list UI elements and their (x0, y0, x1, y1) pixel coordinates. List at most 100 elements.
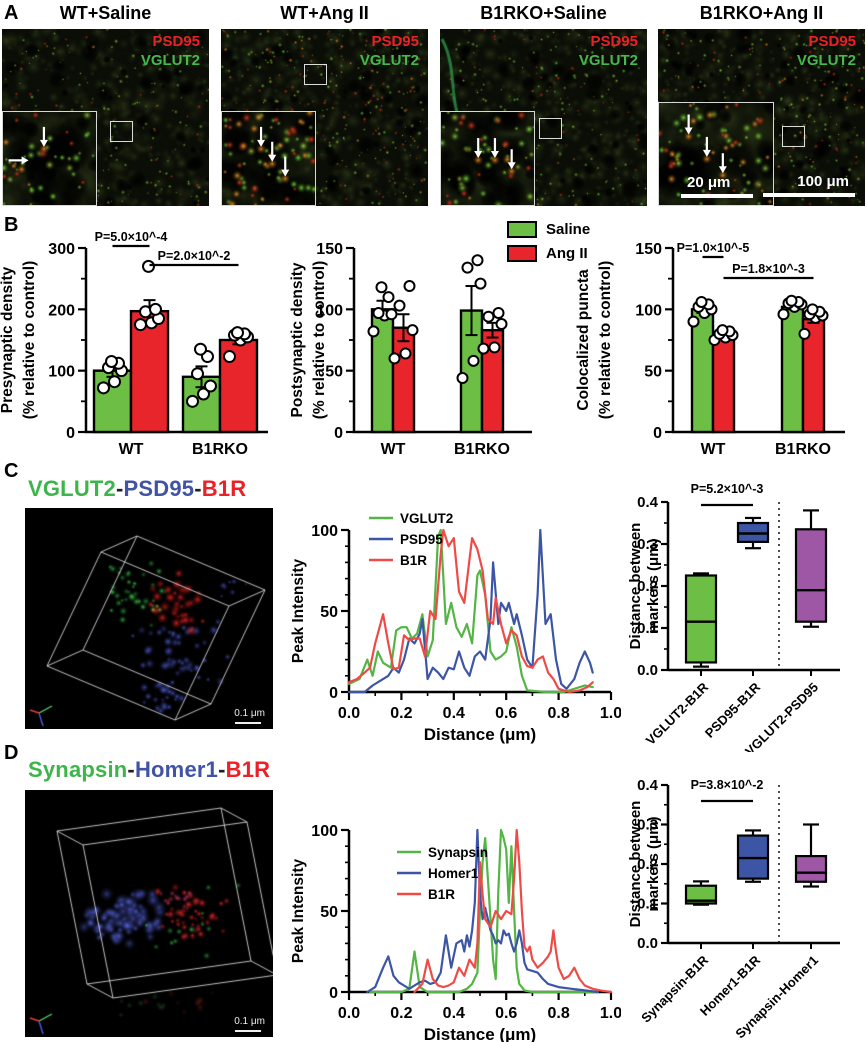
title-part: VGLUT2 (28, 476, 116, 501)
data-point (406, 324, 419, 337)
data-point (806, 303, 819, 316)
microscopy-image-wt-angii: PSD95 VGLUT2 (221, 29, 428, 206)
legend-label: VGLUT2 (400, 511, 453, 526)
data-point (477, 342, 490, 355)
y-tick-label: 300 (48, 241, 75, 258)
inset-magnified-view (440, 111, 535, 206)
box-VGLUT2-B1R (684, 574, 718, 664)
p-value-label: P=5.2×10^-3 (691, 482, 764, 496)
bar-Saline-WT (690, 308, 715, 434)
legend-label: Homer1 (428, 866, 479, 881)
psd95-marker-label: PSD95 (808, 33, 856, 50)
line-series-VGLUT2 (347, 528, 594, 694)
roi-box (303, 64, 327, 86)
arrow-icon (257, 126, 266, 147)
inset-scalebar-label: 20 μm (687, 174, 731, 191)
title-part: - (127, 757, 135, 782)
data-point (223, 350, 236, 364)
x-category-label: PSD95-B1R (702, 679, 764, 741)
title-part: B1R (201, 476, 247, 501)
vglut2-marker-label: VGLUT2 (796, 52, 856, 69)
y-tick-label: 0.2 (637, 578, 658, 595)
arrow-icon (281, 156, 290, 177)
legend-item-angii: Ang II (507, 245, 590, 262)
inset-magnified-view (221, 111, 316, 206)
y-tick-label: 0.0 (637, 935, 658, 952)
3d-reconstruction-synapsin-homer1-b1r: 0.1 μm (25, 790, 273, 1037)
data-point (385, 308, 398, 321)
scalebar-3d-c (235, 722, 261, 724)
p-value-label: P=1.0×10^-5 (677, 241, 750, 255)
title-part: - (194, 476, 202, 501)
data-point (492, 307, 505, 320)
title-part: Synapsin (28, 757, 128, 782)
vglut2-marker-label: VGLUT2 (140, 52, 200, 69)
x-tick-label: 0.8 (547, 1005, 569, 1022)
data-point (197, 387, 210, 401)
data-point (785, 294, 798, 307)
y-tick-label: 0.3 (637, 536, 658, 553)
x-axis-title: Distance (μm) (424, 1025, 536, 1042)
x-category-label: WT (701, 441, 726, 458)
data-point (149, 302, 162, 316)
bar-Ang II-WT (711, 335, 736, 434)
bar-Ang II-WT (129, 309, 170, 434)
inset-canvas (222, 112, 315, 205)
data-point (231, 326, 244, 340)
line-series-Synapsin (368, 828, 599, 994)
y-tick-label: 0.1 (637, 620, 658, 637)
x-tick-label: 1.0 (600, 705, 621, 722)
y-tick-label: 0 (329, 685, 338, 702)
legend-item-saline: Saline (507, 221, 590, 238)
arrow-icon (474, 138, 483, 159)
y-axis-title: markers (μm) (645, 816, 662, 911)
panel-a-label: A (4, 2, 19, 24)
angii-label: Ang II (546, 245, 588, 262)
intensity-profile-chart-d: 0 50 100 0.0 0.2 0.4 0.6 0.8 1.0 Peak Intensity Di… (290, 823, 621, 1042)
x-tick-label: 0.6 (495, 705, 517, 722)
arrow-icon (507, 149, 516, 170)
inset-arrows (474, 138, 516, 170)
3d-canvas (25, 790, 273, 1037)
y-tick-label: 150 (635, 241, 662, 258)
legend-label: Synapsin (428, 845, 488, 860)
saline-label: Saline (546, 221, 591, 238)
psd95-marker-label: PSD95 (371, 33, 419, 50)
presynaptic-density-bar-chart: 0 100 200 300 Presynaptic density (% relative… (0, 230, 268, 458)
legend-label: B1R (428, 887, 455, 902)
panel-c-title: VGLUT2-PSD95-B1R (28, 476, 246, 502)
x-category-label: B1RKO (775, 441, 831, 458)
y-tick-label: 50 (320, 604, 338, 621)
inset-arrows (684, 114, 727, 174)
roi-box (109, 121, 133, 143)
line-series-B1R (347, 528, 594, 694)
3d-canvas (25, 508, 273, 729)
data-point (461, 261, 474, 274)
data-point (474, 277, 487, 290)
p-value-label: P=3.8×10^-2 (691, 778, 764, 792)
y-axis-title: Presynaptic density (0, 266, 16, 413)
legend-label: B1R (400, 553, 427, 568)
y-tick-label: 0.4 (637, 777, 659, 794)
inset-arrows (8, 126, 48, 165)
data-point (456, 372, 469, 385)
data-point (97, 381, 110, 395)
y-tick-label: 100 (311, 823, 338, 840)
roi-box (539, 117, 563, 139)
scalebar-label-3d-d: 0.1 μm (234, 1016, 265, 1027)
data-point (375, 281, 388, 294)
data-point (695, 295, 708, 308)
box-Synapsin-B1R (684, 884, 718, 905)
data-point (495, 318, 508, 331)
p-value-label: P=1.8×10^-3 (732, 262, 805, 276)
y-tick-label: 200 (48, 302, 75, 319)
data-point (204, 379, 217, 393)
arrow-icon (490, 138, 499, 159)
vglut2-marker-label: VGLUT2 (359, 52, 419, 69)
microscopy-image-wt-saline: PSD95 VGLUT2 (2, 29, 209, 206)
x-category-label: WT (381, 441, 406, 458)
data-point (467, 354, 480, 367)
y-tick-label: 0.4 (637, 494, 659, 511)
legend-label: PSD95 (400, 532, 443, 547)
inset-scalebar (681, 194, 753, 198)
